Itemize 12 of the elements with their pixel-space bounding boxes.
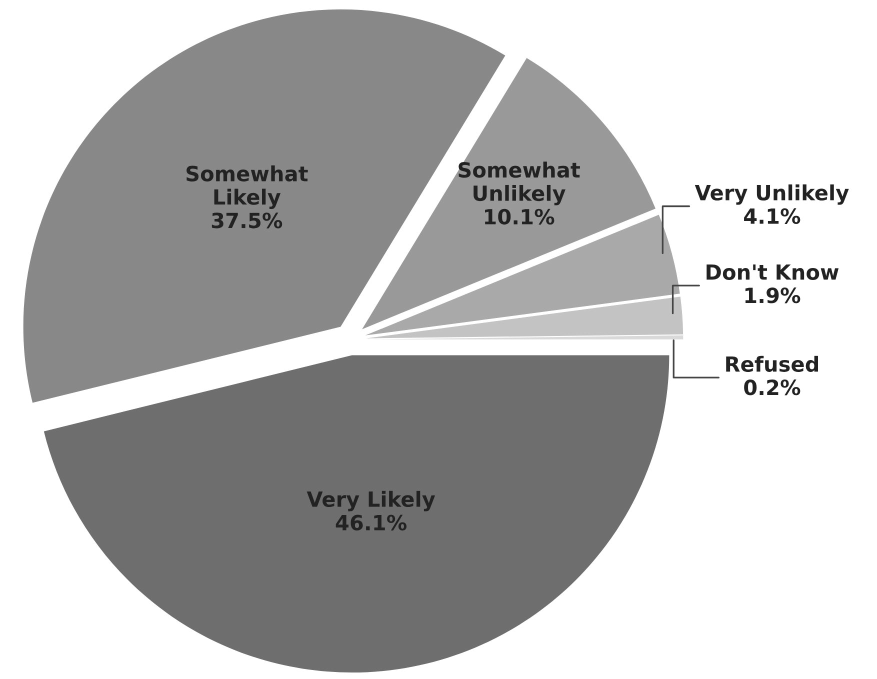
slice-label: Refused [726, 356, 818, 372]
data-label: 10.1% [485, 208, 554, 225]
slice-label: Very Likely [306, 490, 436, 512]
slice-label: Don't Know [706, 264, 839, 280]
data-label: 37.5% [212, 212, 282, 228]
data-label: 46.1% [336, 514, 407, 531]
data-label: 0.2% [744, 380, 800, 396]
data-label: 4.1% [744, 208, 800, 224]
slice-label: Somewhat Likely [186, 165, 308, 210]
data-label: 1.9% [745, 288, 800, 304]
slice-label: Very Unlikely [694, 184, 849, 205]
slice-label: Somewhat Unlikely [458, 162, 580, 206]
